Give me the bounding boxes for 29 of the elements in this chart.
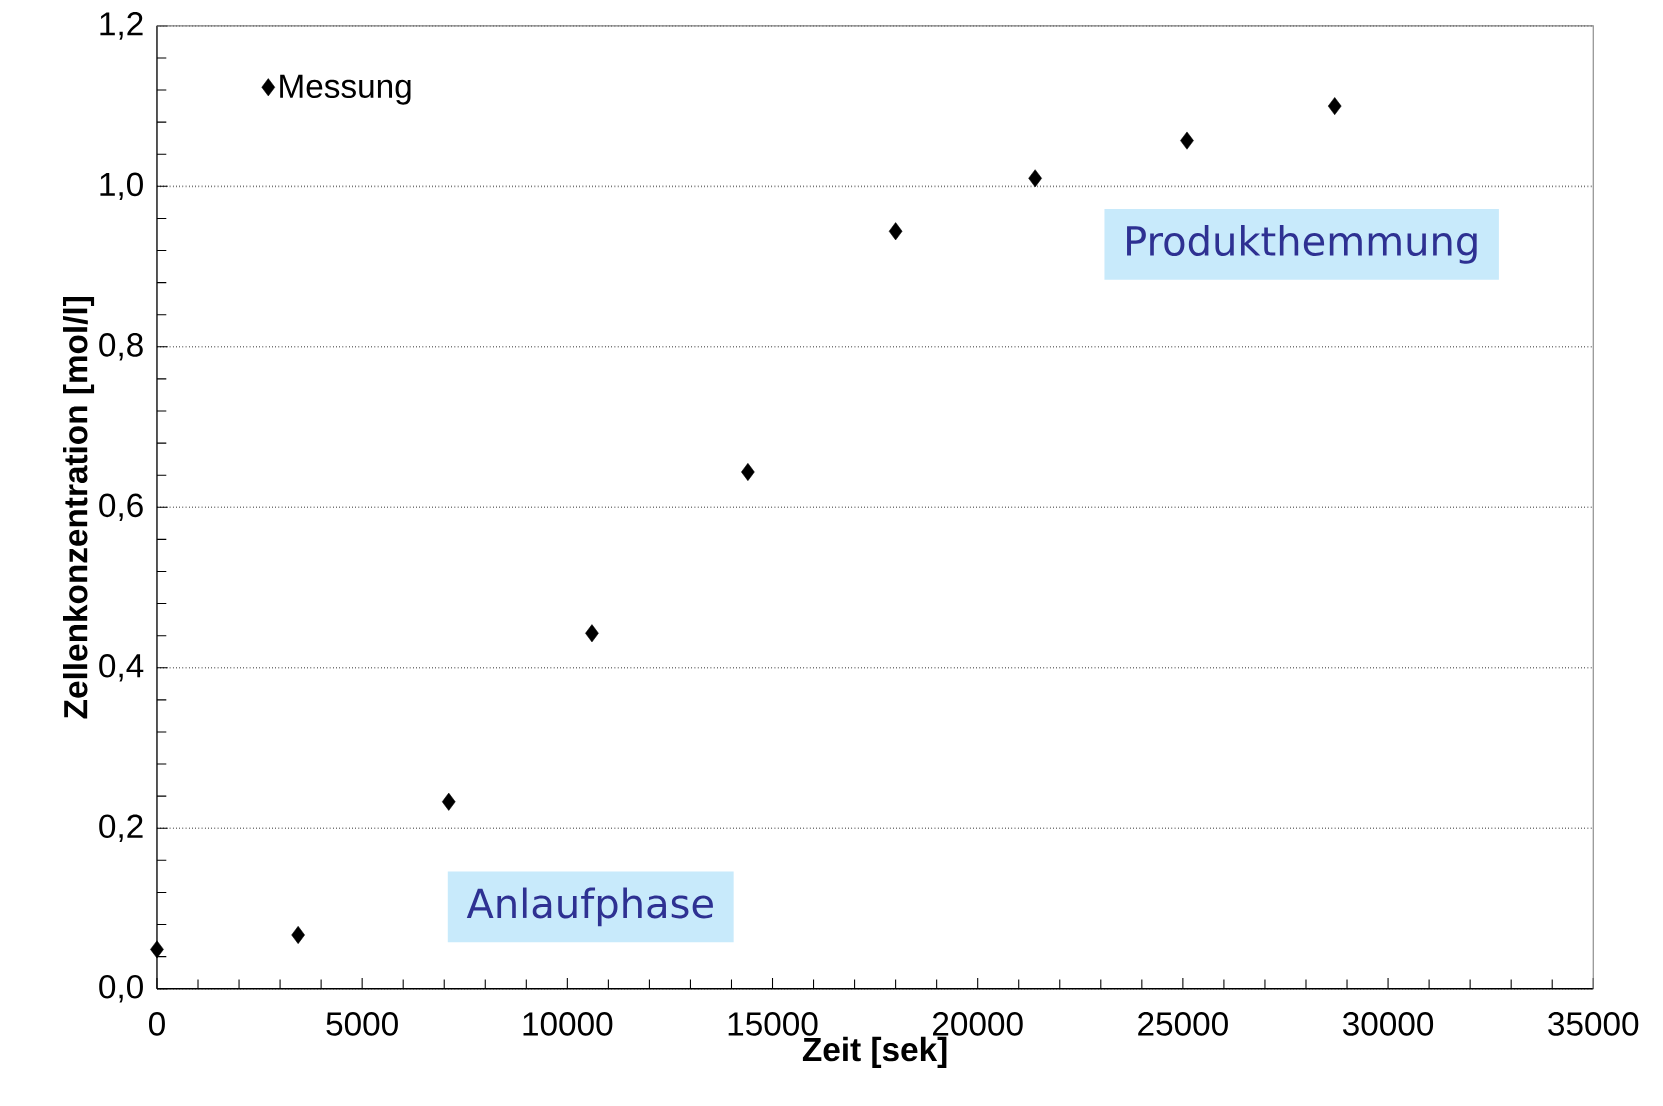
x-tick-label: 20000 <box>933 1012 1023 1036</box>
point <box>1028 169 1042 188</box>
x-tick-label: 10000 <box>523 1012 613 1036</box>
y-tick-label: 0,2 <box>99 814 143 843</box>
x-axis-title: Zeit [sek] <box>802 1037 947 1069</box>
y-tick-label: 1,0 <box>100 172 143 201</box>
legend-label: Messung <box>280 75 411 105</box>
point <box>150 940 164 959</box>
point <box>291 926 305 945</box>
point <box>1327 97 1342 116</box>
annotation: Produkthemmung <box>1127 225 1477 265</box>
y-tick-label: 1,2 <box>100 12 143 40</box>
y-tick-label: 0,0 <box>99 975 143 1003</box>
x-tick-label: 15000 <box>728 1012 818 1036</box>
x-tick-label: 30000 <box>1342 1012 1434 1036</box>
annotation: Anlaufphase <box>466 887 713 927</box>
point <box>741 463 755 482</box>
point <box>585 624 599 643</box>
point <box>1180 131 1194 150</box>
x-tick-label: 0 <box>148 1012 165 1036</box>
x-tick-label: 35000 <box>1548 1012 1639 1036</box>
point <box>888 222 903 241</box>
x-tick-label: 25000 <box>1138 1012 1228 1036</box>
y-axis-title: Zellenkonzentration [mol/l] <box>63 297 95 719</box>
point <box>441 793 456 811</box>
y-tick-label: 0,8 <box>99 333 143 361</box>
y-tick-label: 0,4 <box>99 654 144 682</box>
x-tick-label: 5000 <box>326 1012 398 1036</box>
y-tick-label: 0,6 <box>99 493 143 522</box>
